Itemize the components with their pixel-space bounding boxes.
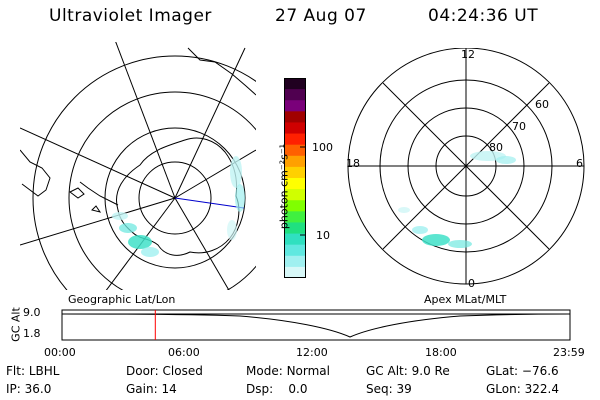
timeline-xtick: 18:00 xyxy=(425,346,457,359)
colorbar-swatch xyxy=(284,133,306,146)
mlt-label-6: 6 xyxy=(576,157,583,170)
noon-meridian-line xyxy=(174,197,245,209)
timeline-ylabel: GC Alt xyxy=(9,307,23,342)
lon-line xyxy=(174,197,230,290)
left-map-label: Geographic Lat/Lon xyxy=(68,293,176,306)
mlt-label-12: 12 xyxy=(461,48,475,61)
colorbar xyxy=(284,78,306,278)
colorbar-swatch xyxy=(284,122,306,135)
timeline-xtick: 06:00 xyxy=(168,346,200,359)
aurora-emission xyxy=(112,156,245,257)
lon-line xyxy=(20,127,176,199)
colorbar-swatch xyxy=(284,89,306,101)
colorbar-swatch xyxy=(284,166,306,179)
info-ip: IP: 36.0 xyxy=(6,382,52,396)
geographic-map xyxy=(20,42,256,290)
info-filter: Flt: LBHL xyxy=(6,364,60,378)
timeline-ytick: 9.0 xyxy=(23,306,41,319)
antarctic-peninsula xyxy=(79,181,119,206)
colorbar-swatch xyxy=(284,222,306,235)
colorbar-tick-label: 100 xyxy=(312,141,333,154)
colorbar-swatch xyxy=(284,200,306,212)
gc-alt-timeline xyxy=(61,309,571,341)
island xyxy=(69,187,85,199)
info-seq: Seq: 39 xyxy=(366,382,412,396)
mlt-label-0: 0 xyxy=(468,277,475,290)
timeline-xtick: 23:59 xyxy=(553,346,585,359)
date-label: 27 Aug 07 xyxy=(275,6,367,26)
colorbar-swatch xyxy=(284,111,306,123)
mlat-label-60: 60 xyxy=(535,98,549,111)
colorbar-unit-label: photon cm⁻²s⁻¹ xyxy=(277,143,291,230)
lon-line xyxy=(174,149,256,199)
colorbar-swatch xyxy=(284,233,306,246)
mlat-label-80: 80 xyxy=(489,141,503,154)
lat-circle xyxy=(68,91,256,290)
mlat-label-70: 70 xyxy=(512,120,526,133)
colorbar-swatch xyxy=(284,178,306,190)
info-dsp: Dsp: 0.0 xyxy=(246,382,308,396)
aurora-emission xyxy=(398,151,516,248)
colorbar-swatch xyxy=(284,255,306,268)
right-map-label: Apex MLat/MLT xyxy=(424,293,507,306)
info-glat: GLat: −76.6 xyxy=(486,364,559,378)
lon-line xyxy=(174,47,246,199)
info-gain: Gain: 14 xyxy=(126,382,177,396)
colorbar-swatch xyxy=(284,189,306,201)
alt-curve xyxy=(61,313,571,338)
colorbar-swatch xyxy=(284,144,306,157)
colorbar-swatch xyxy=(284,244,306,257)
mlt-meridian xyxy=(382,82,550,250)
lat-circle xyxy=(138,161,212,235)
lon-line xyxy=(20,197,176,246)
south-america-coastline xyxy=(20,149,51,197)
info-gc-alt: GC Alt: 9.0 Re xyxy=(366,364,450,378)
africa-coastline xyxy=(187,47,256,96)
time-label: 04:24:36 UT xyxy=(428,6,539,26)
timeline-ytick: 1.8 xyxy=(23,327,41,340)
lat-circle xyxy=(32,55,256,290)
lon-line xyxy=(115,42,176,199)
island xyxy=(91,205,102,213)
info-door: Door: Closed xyxy=(126,364,203,378)
info-glon: GLon: 322.4 xyxy=(486,382,559,396)
magnetic-polar-plot xyxy=(347,48,585,285)
colorbar-swatch xyxy=(284,155,306,168)
instrument-title: Ultraviolet Imager xyxy=(49,6,212,26)
timeline-xtick: 00:00 xyxy=(44,346,76,359)
mlt-label-18: 18 xyxy=(346,157,360,170)
colorbar-swatch xyxy=(284,100,306,112)
colorbar-swatch xyxy=(284,78,306,90)
colorbar-swatch xyxy=(284,211,306,223)
colorbar-tick-label: 10 xyxy=(316,229,330,242)
timeline-xtick: 12:00 xyxy=(296,346,328,359)
info-mode: Mode: Normal xyxy=(246,364,330,378)
colorbar-swatch xyxy=(284,266,306,278)
